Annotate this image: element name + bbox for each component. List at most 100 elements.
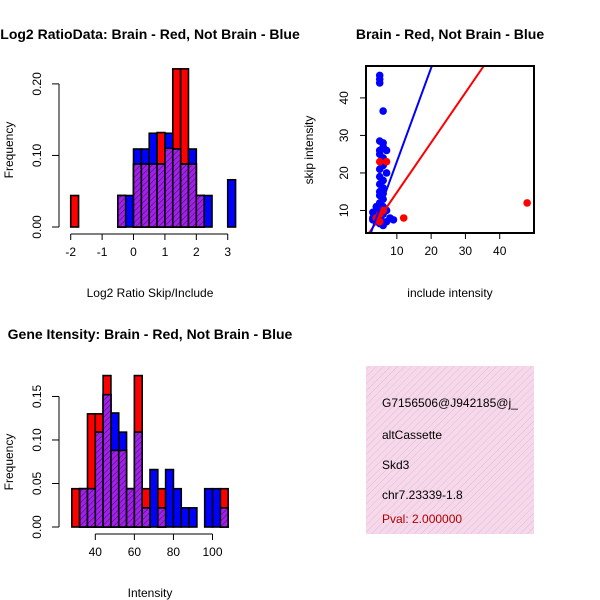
- scatter-plot-area: [367, 66, 531, 233]
- gene-intensity-histogram-bar-not-brain: [149, 468, 159, 528]
- gene-intensity-histogram-y-tick-label: 0.05: [30, 471, 44, 495]
- ratio-histogram-bar-overlap: [171, 148, 182, 228]
- ratio-histogram-bar-overlap: [117, 194, 127, 228]
- intensity-scatter-y-tick-label: 40: [337, 91, 351, 105]
- tissue-name: Skd3: [382, 458, 410, 472]
- ratio-histogram-bar-overlap: [132, 163, 143, 228]
- ratio-histogram-x-tick-label: 0: [130, 245, 137, 259]
- scatter-point-brain: [375, 157, 384, 166]
- gene-intensity-histogram-y-tick-label: 0.10: [30, 428, 44, 452]
- gene-intensity-histogram-bar-overlap: [78, 487, 89, 528]
- gene-intensity-histogram-x-tick-label: 100: [202, 545, 222, 559]
- gene-intensity-histogram-x-label: Intensity: [128, 586, 173, 600]
- gene-intensity-histogram-bar-overlap: [86, 487, 97, 528]
- gene-intensity-histogram-x-tick-label: 60: [128, 545, 142, 559]
- event-type: altCassette: [382, 428, 442, 442]
- ratio-histogram-bar-overlap: [140, 163, 151, 228]
- intensity-scatter-x-tick-label: 20: [424, 244, 438, 258]
- scatter-point-not-brain: [382, 169, 391, 177]
- gene-intensity-histogram-bar-overlap: [94, 431, 104, 528]
- ratio-histogram: Log2 RatioData: Brain - Red, Not Brain -…: [0, 26, 300, 300]
- ratio-histogram-x-tick-label: -1: [97, 245, 108, 259]
- gene-intensity-histogram-bar-brain: [71, 487, 81, 528]
- gene-intensity-histogram-bar-overlap: [133, 431, 143, 528]
- info-panel-background: [366, 366, 534, 534]
- genomic-locus: chr7.23339-1.8: [382, 488, 463, 502]
- intensity-scatter-x-label: include intensity: [407, 286, 492, 300]
- gene-intensity-histogram-bar-overlap: [117, 449, 128, 528]
- ratio-histogram-bar-overlap: [156, 163, 166, 228]
- gene-intensity-histogram-bar-overlap: [157, 507, 167, 528]
- ratio-histogram-x-tick-label: 2: [193, 245, 200, 259]
- intensity-scatter-y-label: skip intensity: [302, 116, 316, 185]
- gene-intensity-histogram-bar-not-brain: [188, 507, 198, 528]
- intensity-scatter-x-axis: 10 20 30 40: [390, 233, 507, 258]
- ratio-histogram-bar-not-brain: [124, 194, 135, 228]
- gene-intensity-histogram-y-label: Frequency: [2, 434, 16, 491]
- gene-intensity-histogram-y-axis: 0.00 0.05 0.10 0.15: [30, 384, 60, 539]
- gene-intensity-histogram: Gene Itensity: Brain - Red, Not Brain - …: [2, 326, 293, 600]
- ratio-histogram-y-axis: 0.00 0.10 0.20: [30, 72, 60, 239]
- ratio-histogram-bar-not-brain: [203, 194, 213, 228]
- scatter-point-not-brain: [382, 146, 391, 155]
- gene-intensity-histogram-title: Gene Itensity: Brain - Red, Not Brain - …: [8, 326, 293, 342]
- gene-intensity-histogram-bar-not-brain: [203, 487, 214, 528]
- intensity-scatter-y-tick-label: 20: [337, 166, 351, 180]
- ratio-histogram-bar-brain: [69, 194, 80, 228]
- gene-intensity-histogram-bars: [71, 374, 229, 528]
- gene-intensity-histogram-bar-not-brain: [180, 507, 190, 528]
- ratio-histogram-bar-overlap: [148, 163, 158, 228]
- ratio-histogram-bars: [69, 68, 237, 228]
- gene-intensity-histogram-bar-overlap: [141, 507, 151, 528]
- ratio-histogram-bar-overlap: [187, 163, 198, 228]
- ratio-histogram-bar-overlap: [195, 194, 205, 228]
- scatter-point-brain: [399, 214, 408, 222]
- gene-intensity-histogram-y-tick-label: 0.00: [30, 515, 44, 539]
- ratio-histogram-x-tick-label: -2: [65, 245, 76, 259]
- scatter-point-not-brain: [379, 107, 387, 115]
- fit-line-not-brain: [369, 66, 433, 233]
- ratio-histogram-y-tick-label: 0.10: [30, 143, 44, 167]
- ratio-histogram-y-tick-label: 0.20: [30, 72, 44, 96]
- ratio-histogram-x-tick-label: 1: [162, 245, 169, 259]
- intensity-scatter-y-tick-label: 10: [337, 203, 351, 217]
- event-id: G7156506@J942185@j_: [382, 396, 518, 410]
- scatter-point-not-brain: [389, 216, 398, 224]
- intensity-scatter: Brain - Red, Not Brain - Blue 10 20 30 40 1…: [302, 26, 544, 300]
- scatter-point-brain: [382, 157, 391, 166]
- info-panel-text-clip: G7156506@J942185@j_: [382, 396, 518, 410]
- intensity-scatter-x-tick-label: 10: [390, 244, 404, 258]
- gene-intensity-histogram-x-tick-label: 80: [167, 545, 181, 559]
- ratio-histogram-x-label: Log2 Ratio Skip/Include: [87, 286, 214, 300]
- ratio-histogram-x-axis: -2 -1 0 1 2 3: [65, 233, 231, 259]
- ratio-histogram-y-tick-label: 0.00: [30, 215, 44, 239]
- gene-intensity-histogram-x-axis: 40 60 80 100: [89, 533, 223, 559]
- scatter-frame: [365, 65, 535, 234]
- intensity-scatter-x-tick-label: 30: [459, 244, 473, 258]
- info-panel: G7156506@J942185@j_ altCassette Skd3 chr…: [366, 366, 534, 534]
- fit-line-brain: [367, 66, 485, 233]
- intensity-scatter-plot: [365, 65, 535, 234]
- gene-intensity-histogram-bar-overlap: [219, 507, 229, 528]
- scatter-point-not-brain: [375, 165, 384, 174]
- ratio-histogram-bar-overlap: [179, 163, 190, 228]
- ratio-histogram-x-tick-label: 3: [224, 245, 231, 259]
- gene-intensity-histogram-bar-not-brain: [211, 487, 222, 528]
- gene-intensity-histogram-y-tick-label: 0.15: [30, 384, 44, 408]
- ratio-histogram-bar-not-brain: [226, 178, 237, 228]
- intensity-scatter-y-axis: 10 20 30 40: [337, 91, 366, 217]
- ratio-histogram-title: Log2 RatioData: Brain - Red, Not Brain -…: [0, 26, 300, 42]
- p-value: Pval: 2.000000: [382, 512, 462, 526]
- gene-intensity-histogram-bar-overlap: [102, 393, 112, 528]
- gene-intensity-histogram-bar-overlap: [125, 487, 136, 528]
- scatter-point-not-brain: [375, 79, 384, 87]
- ratio-histogram-bar-overlap: [164, 147, 174, 228]
- gene-intensity-histogram-bar-overlap: [110, 449, 120, 528]
- gene-intensity-histogram-bar-not-brain: [172, 487, 183, 528]
- intensity-scatter-x-tick-label: 40: [493, 244, 507, 258]
- gene-intensity-histogram-x-tick-label: 40: [89, 545, 103, 559]
- scatter-point-brain: [523, 199, 531, 207]
- intensity-scatter-y-tick-label: 30: [337, 128, 351, 142]
- intensity-scatter-title: Brain - Red, Not Brain - Blue: [356, 26, 544, 42]
